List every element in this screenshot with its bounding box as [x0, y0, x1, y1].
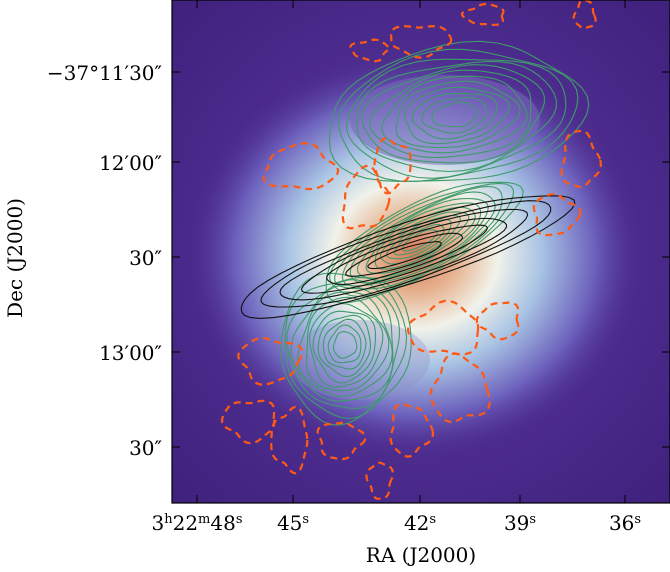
ra-tick-label-1: 3h22m48s — [151, 511, 242, 535]
green-contour-jet-6 — [365, 206, 476, 275]
orange-contour-7 — [560, 129, 603, 189]
green-contour-jet-3 — [341, 191, 496, 287]
green-contour-upper-2 — [346, 58, 567, 179]
green-contour-lower-8 — [317, 314, 372, 378]
green-contour-jet-7 — [374, 211, 470, 270]
green-contour-lower-4 — [297, 291, 393, 398]
orange-contour-2 — [373, 137, 412, 195]
dec-tick-label-4: 13′00″ — [99, 341, 162, 365]
orange-contour-15 — [316, 421, 367, 461]
orange-contour-3 — [389, 25, 453, 59]
tick-marks — [172, 0, 670, 503]
green-contour-lower-10 — [327, 324, 362, 364]
green-contour-upper-5 — [369, 69, 532, 158]
green-contour-jet-8 — [379, 214, 461, 265]
orange-contour-17 — [475, 301, 520, 341]
dec-tick-label-3: 30″ — [129, 246, 162, 270]
orange-contour-12 — [406, 299, 480, 356]
black-contour-3 — [301, 217, 508, 294]
orange-contour-5 — [461, 2, 505, 26]
orange-contour-16 — [365, 461, 394, 500]
orange-contour-6 — [572, 0, 597, 30]
ra-tick-label-5: 36s — [609, 511, 641, 535]
orange-contour-13 — [429, 352, 491, 424]
dec-tick-label-5: 30″ — [129, 436, 162, 460]
green-contour-upper-4 — [361, 64, 545, 164]
green-contour-lower-0 — [280, 272, 412, 426]
green-contour-lower-9 — [322, 318, 367, 370]
ra-tick-label-3: 42s — [404, 511, 436, 535]
green-contour-upper-10 — [421, 96, 487, 134]
black-contour-1 — [260, 200, 552, 308]
orange-contour-0 — [262, 141, 340, 191]
orange-contour-11 — [270, 405, 309, 475]
orange-contour-10 — [220, 399, 276, 445]
black-contours — [240, 195, 576, 319]
orange-dashed-contours — [220, 0, 603, 500]
orange-contour-1 — [341, 164, 391, 230]
black-contour-2 — [279, 208, 529, 301]
green-contour-lower-3 — [290, 284, 394, 402]
x-axis-title: RA (J2000) — [366, 543, 476, 567]
green-contour-jet-0 — [325, 181, 524, 304]
green-contour-jet-10 — [393, 223, 445, 256]
black-contour-6 — [367, 241, 442, 270]
dec-tick-label-2: 12′00″ — [99, 151, 162, 175]
green-contour-upper-3 — [355, 60, 557, 173]
plot-frame — [171, 0, 670, 504]
black-contour-5 — [345, 232, 463, 277]
orange-contour-4 — [349, 38, 390, 63]
green-contour-upper-11 — [431, 101, 478, 128]
dec-tick-label-1: −37°11′30″ — [47, 61, 162, 85]
green-contour-upper-8 — [404, 86, 510, 145]
orange-contour-9 — [237, 336, 304, 386]
green-contour-upper-9 — [411, 93, 498, 140]
green-contour-lower-11 — [333, 331, 358, 359]
green-contour-upper-0 — [328, 40, 590, 182]
green-contour-upper-7 — [395, 80, 521, 149]
ra-tick-label-4: 39s — [504, 511, 536, 535]
green-contour-lower-5 — [305, 296, 390, 392]
orange-contour-14 — [389, 403, 435, 458]
image-panel — [172, 0, 670, 503]
y-axis-title: Dec (J2000) — [3, 198, 27, 318]
lower-lobe-cavity — [290, 320, 430, 400]
black-contour-0 — [240, 195, 576, 319]
black-contour-4 — [326, 224, 489, 285]
green-contour-lower-7 — [312, 310, 377, 384]
green-contour-lower-2 — [286, 279, 401, 410]
green-contour-lower-6 — [308, 303, 384, 388]
ra-tick-label-2: 45s — [277, 511, 309, 535]
green-contour-upper-6 — [381, 75, 528, 154]
green-contour-jet-11 — [402, 229, 438, 252]
green-contour-upper-1 — [337, 48, 579, 182]
